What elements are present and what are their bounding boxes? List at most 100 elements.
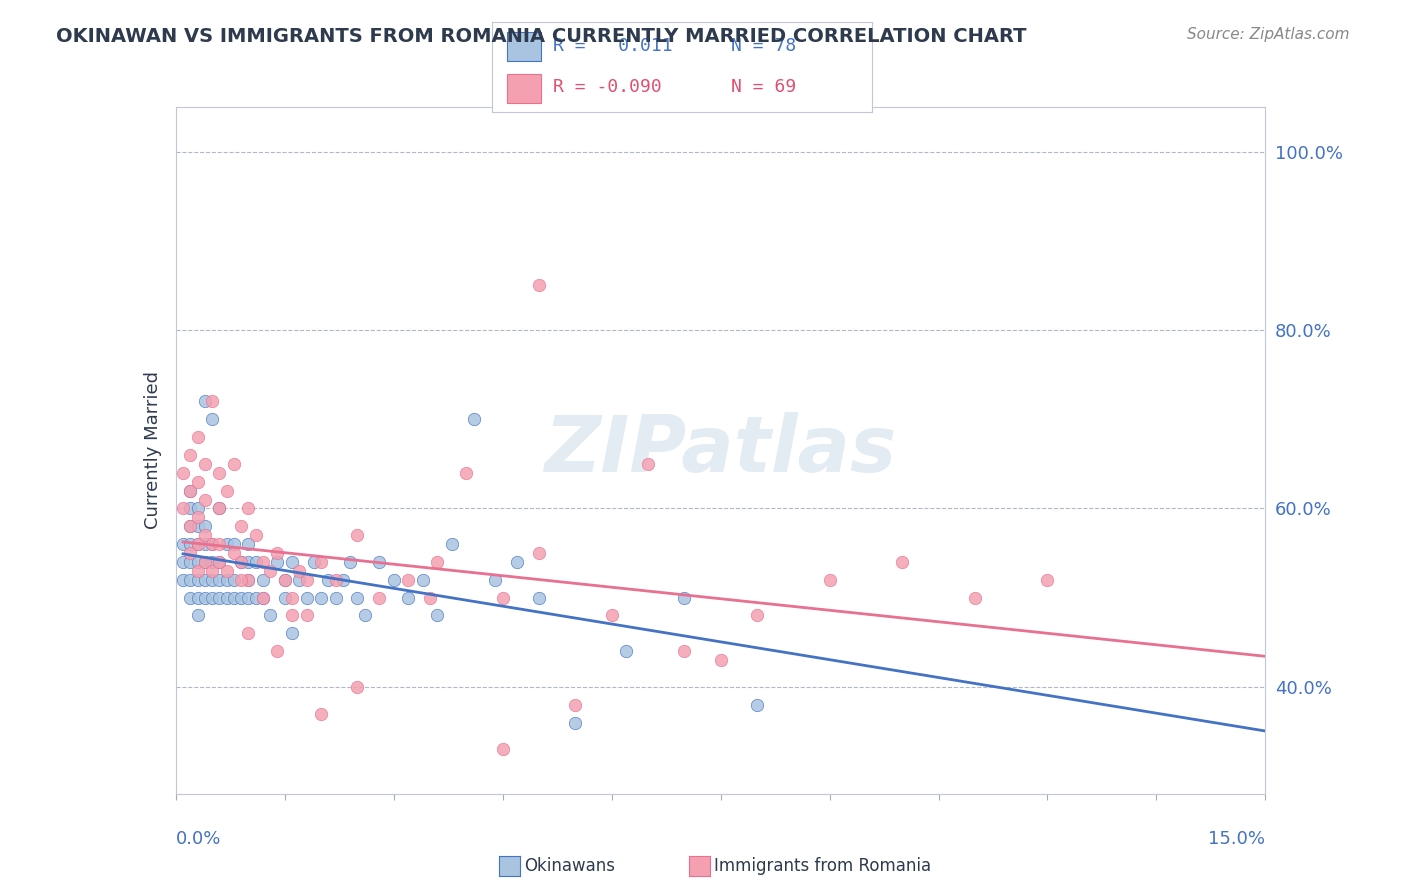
Point	[179, 591, 201, 605]
Point	[179, 448, 201, 462]
Point	[346, 680, 368, 694]
Point	[963, 591, 986, 605]
Point	[186, 591, 209, 605]
Point	[186, 475, 209, 489]
Point	[346, 591, 368, 605]
Point	[201, 573, 224, 587]
Point	[456, 466, 478, 480]
FancyBboxPatch shape	[508, 32, 541, 61]
Point	[201, 537, 224, 551]
Point	[238, 501, 260, 516]
Point	[440, 537, 463, 551]
Point	[309, 706, 332, 721]
Point	[201, 555, 224, 569]
Point	[259, 564, 281, 578]
Point	[281, 555, 304, 569]
Point	[186, 564, 209, 578]
Text: Okinawans: Okinawans	[524, 857, 616, 875]
Point	[179, 519, 201, 533]
Point	[215, 483, 238, 498]
Point	[252, 573, 274, 587]
Point	[194, 519, 217, 533]
Point	[238, 537, 260, 551]
Point	[564, 715, 586, 730]
Point	[281, 591, 304, 605]
Point	[208, 501, 231, 516]
Point	[288, 564, 311, 578]
Point	[426, 608, 449, 623]
Point	[309, 555, 332, 569]
Point	[463, 412, 485, 426]
Point	[295, 573, 318, 587]
Point	[339, 555, 361, 569]
Point	[745, 608, 768, 623]
Point	[222, 457, 245, 471]
Point	[346, 528, 368, 542]
Point	[281, 626, 304, 640]
Text: ZIPatlas: ZIPatlas	[544, 412, 897, 489]
Point	[201, 564, 224, 578]
Point	[208, 555, 231, 569]
Point	[194, 591, 217, 605]
Point	[194, 573, 217, 587]
Point	[673, 591, 696, 605]
Y-axis label: Currently Married: Currently Married	[143, 371, 162, 530]
Point	[201, 537, 224, 551]
Point	[245, 555, 267, 569]
Point	[179, 573, 201, 587]
Point	[325, 591, 347, 605]
Point	[302, 555, 325, 569]
Text: R = -0.090: R = -0.090	[553, 78, 662, 96]
FancyBboxPatch shape	[508, 74, 541, 103]
Point	[818, 573, 841, 587]
Point	[614, 644, 637, 658]
Point	[208, 466, 231, 480]
Point	[172, 573, 194, 587]
Point	[194, 528, 217, 542]
Point	[637, 457, 659, 471]
Point	[600, 608, 623, 623]
Point	[208, 501, 231, 516]
Point	[396, 573, 419, 587]
Point	[208, 537, 231, 551]
Point	[396, 591, 419, 605]
Point	[179, 546, 201, 560]
Point	[179, 483, 201, 498]
Point	[215, 537, 238, 551]
Point	[368, 591, 391, 605]
Point	[419, 591, 441, 605]
Point	[274, 591, 297, 605]
Point	[194, 457, 217, 471]
Point	[332, 573, 354, 587]
Point	[231, 519, 253, 533]
Point	[353, 608, 375, 623]
Point	[179, 483, 201, 498]
Point	[252, 591, 274, 605]
Point	[194, 555, 217, 569]
Point	[186, 573, 209, 587]
Point	[564, 698, 586, 712]
Point	[172, 501, 194, 516]
Point	[527, 591, 550, 605]
Text: N = 78: N = 78	[731, 37, 797, 55]
Point	[231, 591, 253, 605]
Point	[201, 591, 224, 605]
Point	[281, 608, 304, 623]
Text: Immigrants from Romania: Immigrants from Romania	[714, 857, 931, 875]
Text: 15.0%: 15.0%	[1208, 830, 1265, 847]
Point	[222, 591, 245, 605]
Point	[266, 546, 288, 560]
Point	[382, 573, 405, 587]
Text: N = 69: N = 69	[731, 78, 797, 96]
Point	[382, 796, 405, 810]
Point	[231, 555, 253, 569]
Point	[318, 573, 340, 587]
Point	[179, 555, 201, 569]
Point	[179, 501, 201, 516]
Point	[245, 591, 267, 605]
Point	[194, 394, 217, 409]
Point	[194, 537, 217, 551]
Point	[186, 501, 209, 516]
Point	[527, 278, 550, 293]
Point	[222, 546, 245, 560]
